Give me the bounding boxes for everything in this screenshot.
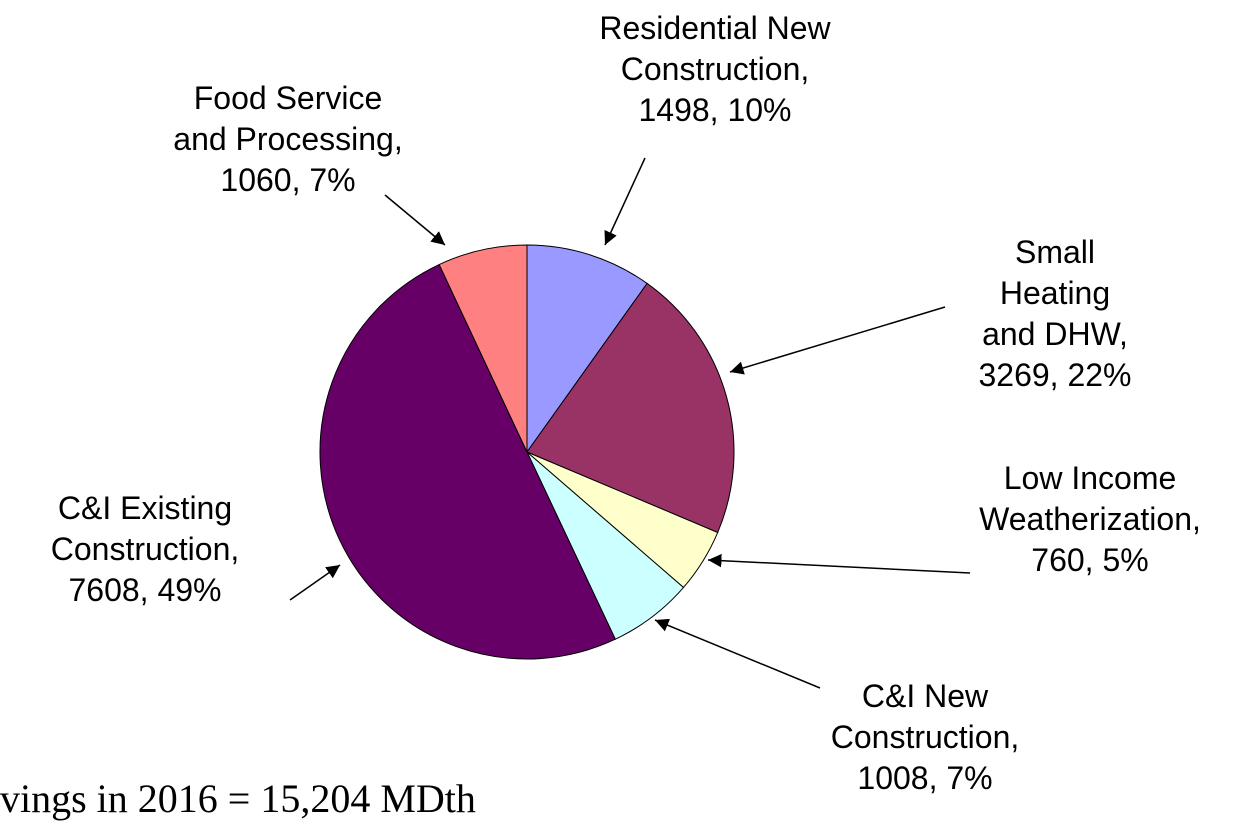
category-label: Small Heating and DHW,	[982, 234, 1128, 352]
category-label: C&I New Construction,	[830, 678, 1020, 755]
value-label: 1060, 7%	[220, 162, 356, 198]
category-label: Low Income Weatherization,	[979, 460, 1201, 537]
value-label: 7608, 49%	[68, 572, 222, 608]
slices	[319, 244, 735, 660]
leader-arrow	[289, 564, 341, 601]
category-label: Food Service and Processing,	[173, 80, 403, 157]
category-label: C&I Existing Construction,	[50, 490, 240, 567]
value-label: 760, 5%	[1031, 542, 1149, 578]
value-label: 3269, 22%	[978, 357, 1132, 393]
slice-label: C&I New Construction, 1008, 7%	[831, 676, 1020, 799]
slice-label: Low Income Weatherization, 760, 5%	[979, 458, 1201, 581]
slice-label: Residential New Construction, 1498, 10%	[599, 8, 830, 131]
slice-label: Food Service and Processing, 1060, 7%	[173, 78, 402, 201]
pie-slice	[438, 244, 528, 453]
leader-arrow	[384, 194, 446, 246]
leader-arrow	[604, 157, 646, 246]
leader-arrow	[729, 306, 946, 375]
value-label: 1008, 7%	[857, 760, 993, 796]
pie-slice	[526, 282, 735, 534]
leader-arrow	[654, 618, 821, 689]
value-label: 1498, 10%	[638, 92, 792, 128]
slice-label: C&I Existing Construction, 7608, 49%	[51, 488, 240, 611]
savings-note: vings in 2016 = 15,204 MDth	[0, 776, 476, 821]
pie-slice	[319, 263, 616, 660]
pie-slice	[526, 244, 648, 454]
leader-arrow	[707, 553, 971, 574]
slice-label: Small Heating and DHW, 3269, 22%	[959, 232, 1152, 396]
category-label: Residential New Construction,	[599, 10, 831, 87]
